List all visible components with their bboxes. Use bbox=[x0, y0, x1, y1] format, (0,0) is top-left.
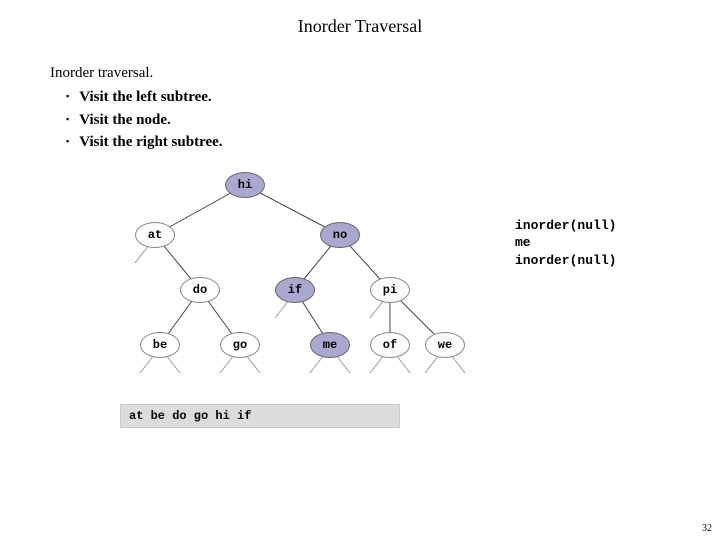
tree-node-pi: pi bbox=[370, 277, 410, 303]
bullet-list: Visit the left subtree. Visit the node. … bbox=[50, 86, 670, 154]
tree-node-do: do bbox=[180, 277, 220, 303]
tree-edges bbox=[50, 172, 670, 442]
bullet-item: Visit the right subtree. bbox=[66, 131, 670, 154]
tree-node-if: if bbox=[275, 277, 315, 303]
tree-node-of: of bbox=[370, 332, 410, 358]
bullet-item: Visit the node. bbox=[66, 109, 670, 132]
content-block: Inorder traversal. Visit the left subtre… bbox=[0, 37, 720, 442]
tree-node-at: at bbox=[135, 222, 175, 248]
tree-diagram: inorder(null) me inorder(null) at be do … bbox=[50, 172, 670, 442]
tree-node-go: go bbox=[220, 332, 260, 358]
tree-node-me: me bbox=[310, 332, 350, 358]
page-title: Inorder Traversal bbox=[0, 0, 720, 37]
section-heading: Inorder traversal. bbox=[50, 65, 670, 82]
tree-node-hi: hi bbox=[225, 172, 265, 198]
tree-node-no: no bbox=[320, 222, 360, 248]
page-number: 32 bbox=[702, 523, 712, 534]
tree-node-be: be bbox=[140, 332, 180, 358]
tree-node-we: we bbox=[425, 332, 465, 358]
bullet-item: Visit the left subtree. bbox=[66, 86, 670, 109]
